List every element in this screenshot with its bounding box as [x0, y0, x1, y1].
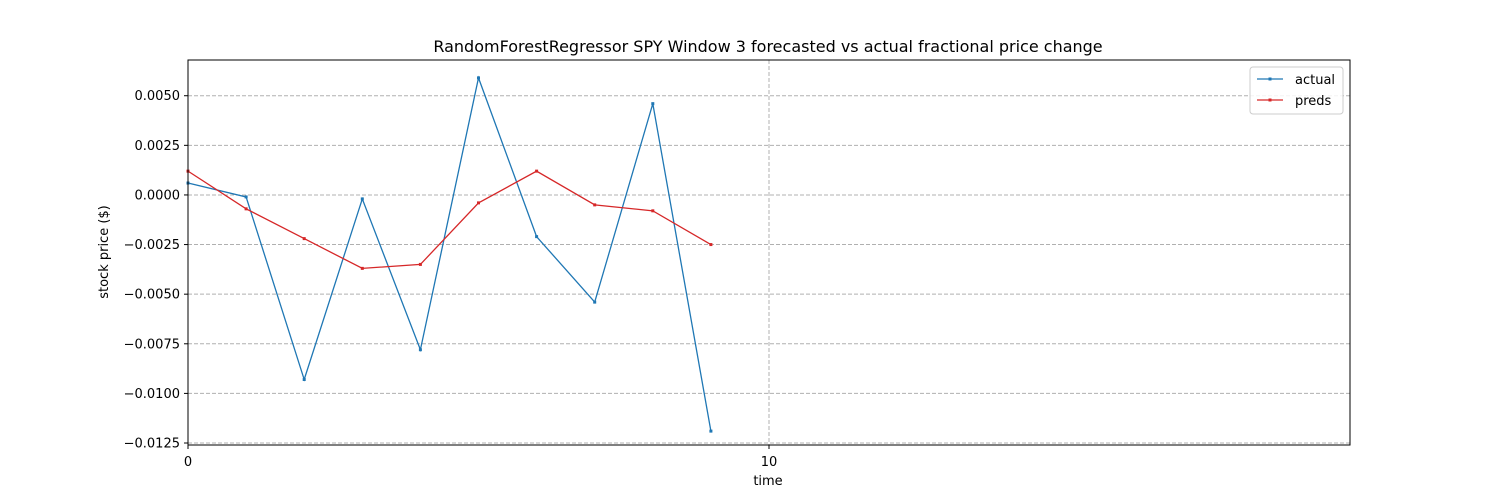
legend-marker-preds — [1268, 98, 1272, 102]
y-tick-label: −0.0125 — [124, 437, 180, 452]
y-tick-label: −0.0100 — [124, 387, 180, 402]
data-point-preds — [651, 209, 655, 213]
data-point-actual — [244, 195, 248, 199]
data-point-preds — [302, 237, 306, 241]
data-point-actual — [418, 348, 422, 352]
legend-label-preds: preds — [1295, 94, 1332, 109]
chart-title: RandomForestRegressor SPY Window 3 forec… — [433, 37, 1102, 56]
data-point-preds — [477, 201, 480, 205]
series-line-preds — [187, 170, 712, 270]
x-tick-label: 10 — [761, 455, 778, 470]
data-point-preds — [244, 207, 248, 211]
data-point-preds — [360, 266, 364, 270]
legend-marker-actual — [1268, 77, 1272, 81]
data-point-preds — [709, 243, 713, 247]
data-point-actual — [477, 76, 480, 80]
data-point-preds — [535, 169, 539, 173]
data-point-preds — [418, 262, 422, 266]
data-point-actual — [709, 429, 713, 433]
data-point-actual — [535, 235, 539, 239]
data-point-actual — [593, 300, 597, 304]
data-point-preds — [593, 203, 597, 207]
series-layer — [186, 75, 713, 433]
x-axis-label: time — [753, 474, 782, 489]
y-tick-label: 0.0025 — [135, 139, 181, 154]
y-tick-label: 0.0000 — [135, 188, 181, 203]
y-tick-label: 0.0050 — [135, 89, 181, 104]
x-tick-label: 0 — [184, 455, 192, 470]
ticks: −0.0125 −0.0100 −0.0075 −0.0050 −0.0025 0.000… — [124, 89, 778, 470]
y-tick-label: −0.0075 — [124, 337, 180, 352]
data-point-actual — [360, 197, 364, 201]
data-point-actual — [302, 378, 306, 382]
legend-label-actual: actual — [1295, 73, 1335, 88]
data-point-actual — [651, 102, 655, 106]
y-axis-label: stock price ($) — [97, 205, 112, 299]
series-line-actual — [187, 75, 712, 432]
legend: actual preds — [1249, 66, 1344, 115]
y-tick-label: −0.0025 — [124, 238, 180, 253]
y-tick-label: −0.0050 — [124, 288, 180, 303]
